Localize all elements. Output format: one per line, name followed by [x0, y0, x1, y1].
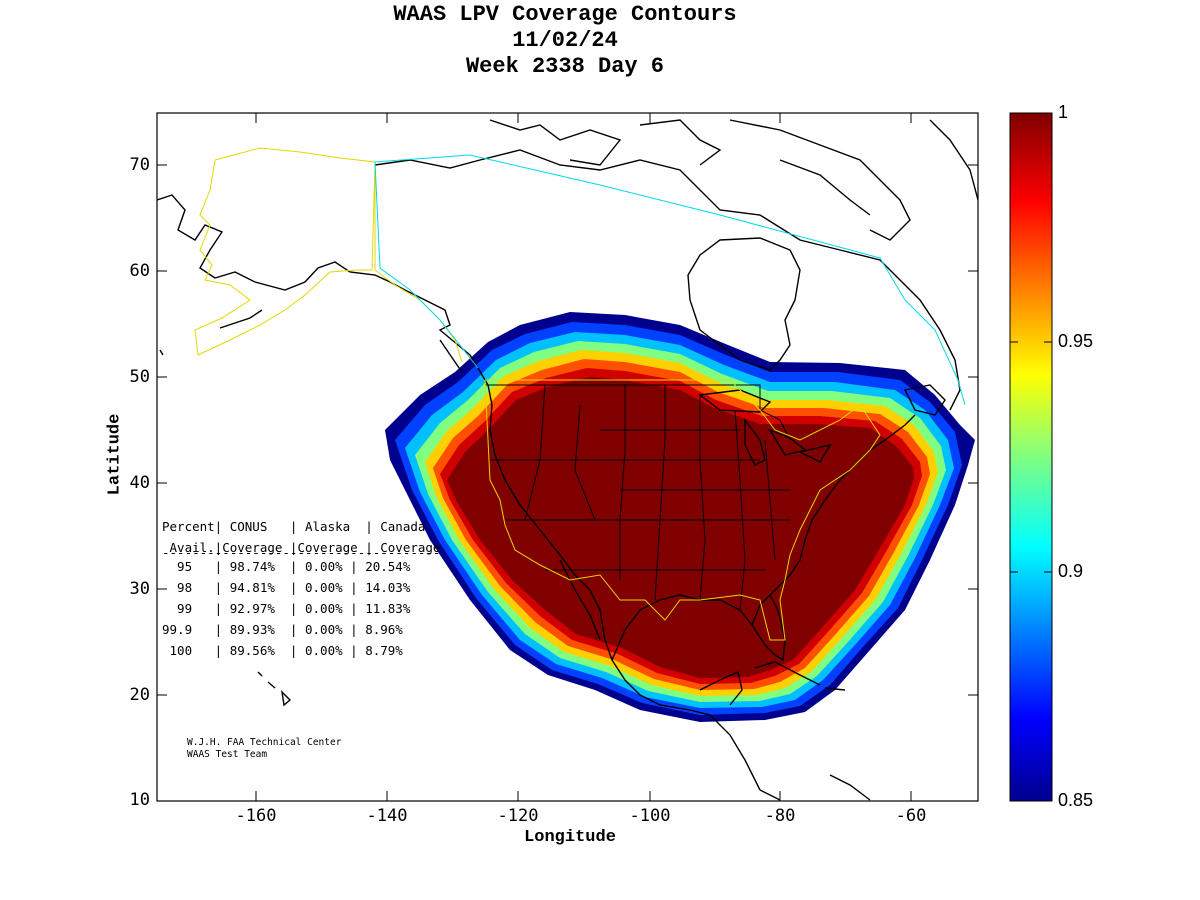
y-tick-30: 30: [129, 579, 150, 599]
x-tick-minus120: -120: [497, 806, 539, 826]
plot-frame: [156, 112, 979, 802]
stats-row-95: 95 | 98.74% | 0.00% | 20.54%: [162, 559, 411, 574]
colorbar-tick-1: 1: [1058, 102, 1069, 122]
y-tick-60: 60: [129, 261, 150, 281]
colorbar-frame: [1009, 112, 1053, 802]
stats-row-100: 100 | 89.56% | 0.00% | 8.79%: [162, 643, 403, 658]
conus-boundary: [484, 379, 881, 641]
canada-boundary: [374, 154, 966, 406]
y-tick-10: 10: [129, 790, 150, 810]
y-tick-50: 50: [129, 367, 150, 387]
colorbar-tick-095: 0.95: [1058, 331, 1094, 351]
y-ticks: [157, 164, 978, 696]
stats-rule: -------------------------------------: [162, 545, 441, 560]
y-tick-20: 20: [129, 685, 150, 705]
x-axis-label: Longitude: [524, 828, 616, 847]
colorbar-tick-085: 0.85: [1058, 790, 1094, 810]
x-tick-minus140: -140: [366, 806, 408, 826]
x-tick-minus100: -100: [629, 806, 671, 826]
stats-row-99-9: 99.9 | 89.93% | 0.00% | 8.96%: [162, 622, 403, 637]
x-tick-minus60: -60: [895, 806, 927, 826]
y-axis-label: Latitude: [105, 413, 125, 496]
credit-line-1: W.J.H. FAA Technical Center: [187, 737, 342, 748]
colorbar: [1010, 113, 1052, 801]
stats-header-1: Percent| CONUS | Alaska | Canada: [162, 519, 426, 534]
colorbar-tick-09: 0.9: [1058, 561, 1084, 581]
stats-header-2: Avail.|Coverage |Coverage | Coverage: [162, 540, 441, 555]
x-ticks: [255, 113, 912, 801]
credit-block: W.J.H. FAA Technical Center WAAS Test Tea…: [187, 737, 341, 761]
x-tick-minus160: -160: [235, 806, 277, 826]
stats-row-99: 99 | 92.97% | 0.00% | 11.83%: [162, 601, 411, 616]
chart-week: Week 2338 Day 6: [465, 54, 665, 79]
colorbar-ticks: [1010, 341, 1052, 573]
x-tick-minus80: -80: [764, 806, 796, 826]
y-tick-40: 40: [129, 473, 150, 493]
coverage-stats-table: Percent| CONUS | Alaska | Canada Avail.|…: [162, 516, 440, 661]
service-boundaries: [194, 147, 966, 641]
chart-date: 11/02/24: [512, 28, 618, 53]
y-tick-70: 70: [129, 155, 150, 175]
credit-line-2: WAAS Test Team: [187, 749, 268, 760]
stats-row-98: 98 | 94.81% | 0.00% | 14.03%: [162, 580, 411, 595]
chart-title: WAAS LPV Coverage Contours: [393, 2, 737, 27]
